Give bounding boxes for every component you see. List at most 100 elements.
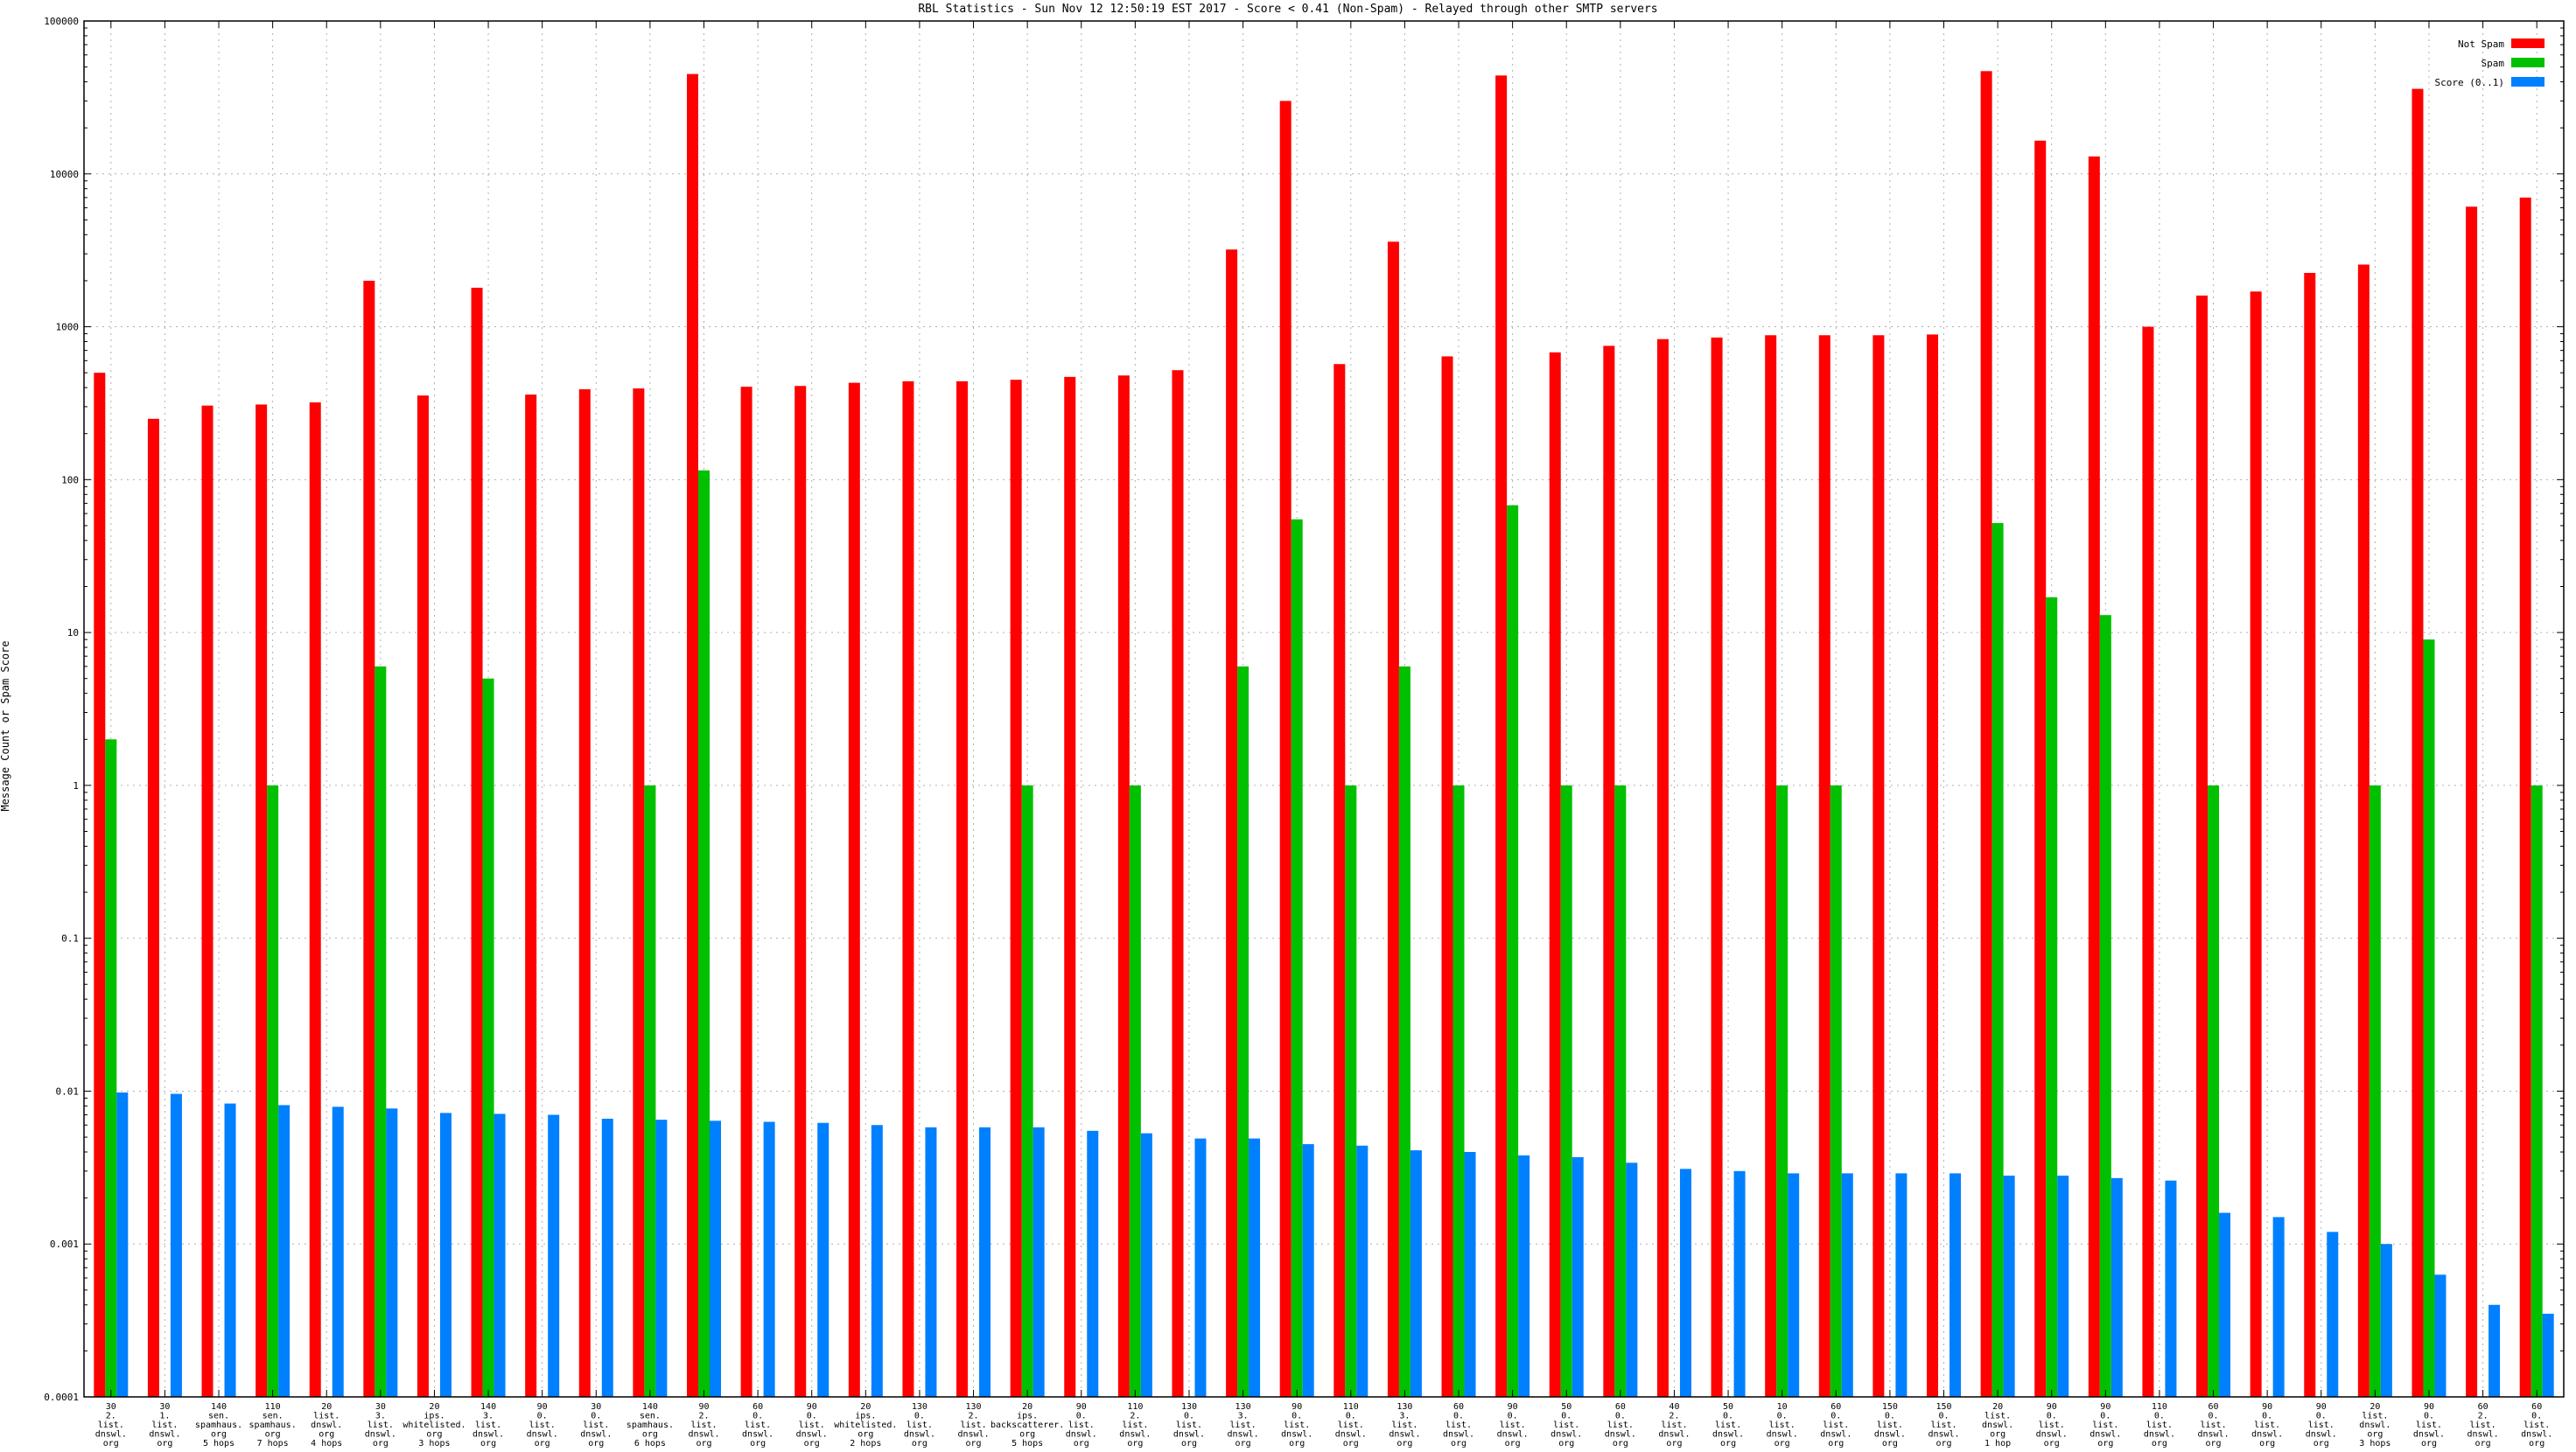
x-tick-label-line: 90: [2316, 1402, 2327, 1412]
y-tick-label: 0.1: [61, 933, 79, 945]
x-tick-label-line: org: [1882, 1439, 1898, 1449]
x-tick-label-line: org: [2152, 1439, 2167, 1449]
x-tick-label-line: list.: [1230, 1421, 1256, 1430]
x-tick-label: 20 ips. whitelisted. org 2 hops: [834, 1402, 897, 1449]
x-tick-label-line: 0.: [1723, 1412, 1733, 1421]
bar-spam: [1291, 519, 1303, 1397]
bar-not-spam: [1226, 249, 1238, 1397]
x-tick-label-line: org: [588, 1439, 604, 1449]
x-tick-label-line: 0.: [1777, 1412, 1788, 1421]
x-tick-label-line: org: [1451, 1439, 1466, 1449]
bar-spam: [1021, 785, 1033, 1397]
x-tick-label-line: org: [1181, 1439, 1197, 1449]
y-tick-label: 0.0001: [44, 1392, 79, 1403]
bar-score: [116, 1092, 129, 1397]
x-tick-label-line: 150: [1936, 1402, 1951, 1412]
x-tick-label-line: list.: [1068, 1421, 1095, 1430]
x-tick-label-line: org: [804, 1439, 820, 1449]
x-tick-label-line: list.: [1284, 1421, 1310, 1430]
bar-spam: [2208, 785, 2220, 1397]
x-tick-label-line: 20: [429, 1402, 439, 1412]
bar-not-spam: [2196, 295, 2208, 1398]
bar-score: [1572, 1156, 1584, 1397]
y-tick-label: 100000: [44, 16, 79, 27]
x-tick-label-line: 140: [480, 1402, 496, 1412]
x-tick-label-line: dnswl.: [2197, 1430, 2229, 1440]
x-tick-label-line: 0.: [1830, 1412, 1841, 1421]
bar-not-spam: [687, 73, 698, 1398]
x-tick-label: 20 list. dnswl. org 3 hops: [2359, 1402, 2390, 1449]
x-tick-label-line: 30: [591, 1402, 601, 1412]
x-tick-label: 20 list. dnswl. org 4 hops: [311, 1402, 342, 1449]
x-tick-label-line: org: [2206, 1439, 2222, 1449]
x-tick-label-line: list.: [799, 1421, 825, 1430]
x-tick-label-line: org: [1558, 1439, 1574, 1449]
y-axis-ticks: 100000 10000 1000 100 10 1 0.1 0.01 0.001 0.0001: [44, 16, 2564, 1403]
bar-score: [601, 1118, 613, 1397]
x-tick-label-line: list.: [906, 1421, 933, 1430]
x-tick-label-line: sen.: [208, 1412, 229, 1421]
x-tick-label-line: org: [426, 1430, 442, 1440]
x-tick-label-line: 60: [2208, 1402, 2219, 1412]
x-tick-label-line: list.: [1769, 1421, 1796, 1430]
x-tick-label-line: org: [318, 1430, 334, 1440]
x-tick-label-line: org: [2475, 1439, 2491, 1449]
x-tick-label-line: dnswl.: [2144, 1430, 2175, 1440]
x-tick-label-line: 30: [375, 1402, 386, 1412]
x-tick-label-line: 0.: [914, 1412, 925, 1421]
x-tick-label-line: org: [1236, 1439, 1251, 1449]
bar-not-spam: [525, 394, 537, 1397]
x-tick-label-line: list.: [1446, 1421, 1472, 1430]
bar-score: [2434, 1274, 2446, 1397]
x-tick-label-line: list.: [368, 1421, 394, 1430]
x-tick-label-line: dnswl.: [580, 1430, 612, 1440]
bar-score: [1679, 1169, 1691, 1397]
bar-not-spam: [794, 386, 807, 1398]
x-tick-label-line: list.: [1984, 1412, 2011, 1421]
bar-spam: [1452, 785, 1465, 1397]
x-tick-label-line: org: [750, 1439, 766, 1449]
bar-not-spam: [201, 405, 214, 1397]
bar-not-spam: [1279, 101, 1292, 1398]
x-tick-label-line: list.: [1391, 1421, 1418, 1430]
x-tick-label-line: 20: [1992, 1402, 2003, 1412]
x-tick-label-line: org: [912, 1439, 928, 1449]
x-tick-label-line: 0.: [2424, 1412, 2434, 1421]
x-tick-label-line: dnswl.: [1550, 1430, 1582, 1440]
x-tick-label-line: 130: [1396, 1402, 1412, 1412]
x-tick-label-line: ips.: [855, 1412, 876, 1421]
bar-not-spam: [1172, 370, 1184, 1397]
x-tick-label-line: dnswl.: [1712, 1430, 1744, 1440]
legend-label: Score (0..1): [2435, 77, 2504, 88]
x-tick-label-line: org: [1990, 1430, 2006, 1440]
x-tick-label-line: org: [480, 1439, 496, 1449]
bar-score: [1087, 1130, 1099, 1397]
x-tick-label-line: backscatterer.: [990, 1421, 1064, 1430]
bar-score: [925, 1127, 937, 1397]
bar-not-spam: [256, 404, 268, 1397]
x-tick-label-line: list.: [1823, 1421, 1849, 1430]
x-tick-label: 20 list. dnswl. org 1 hop: [1982, 1402, 2013, 1449]
legend-swatch-spam: [2511, 58, 2544, 67]
x-tick-label-line: dnswl.: [904, 1430, 935, 1440]
x-tick-label-line: org: [2421, 1439, 2437, 1449]
x-tick-label-line: 0.: [2262, 1412, 2272, 1421]
x-tick-label-line: org: [2097, 1439, 2113, 1449]
y-tick-label: 10000: [50, 169, 79, 180]
x-tick-label-line: 3.: [483, 1412, 494, 1421]
bar-score: [439, 1113, 452, 1397]
x-tick-label-line: list.: [98, 1421, 124, 1430]
x-tick-label-line: dnswl.: [957, 1430, 989, 1440]
x-tick-label-line: 0.: [1346, 1412, 1356, 1421]
bar-spam: [267, 785, 279, 1397]
legend: Not Spam Spam Score (0..1): [2435, 38, 2544, 88]
x-tick-label-line: list.: [2524, 1421, 2550, 1430]
x-tick-label-line: org: [1127, 1439, 1143, 1449]
bar-spam: [105, 739, 117, 1397]
x-tick-label-line: 1 hop: [1984, 1439, 2011, 1449]
x-tick-label-line: list.: [1661, 1421, 1687, 1430]
bar-not-spam: [1387, 241, 1399, 1398]
x-tick-label-line: 0.: [2100, 1412, 2110, 1421]
